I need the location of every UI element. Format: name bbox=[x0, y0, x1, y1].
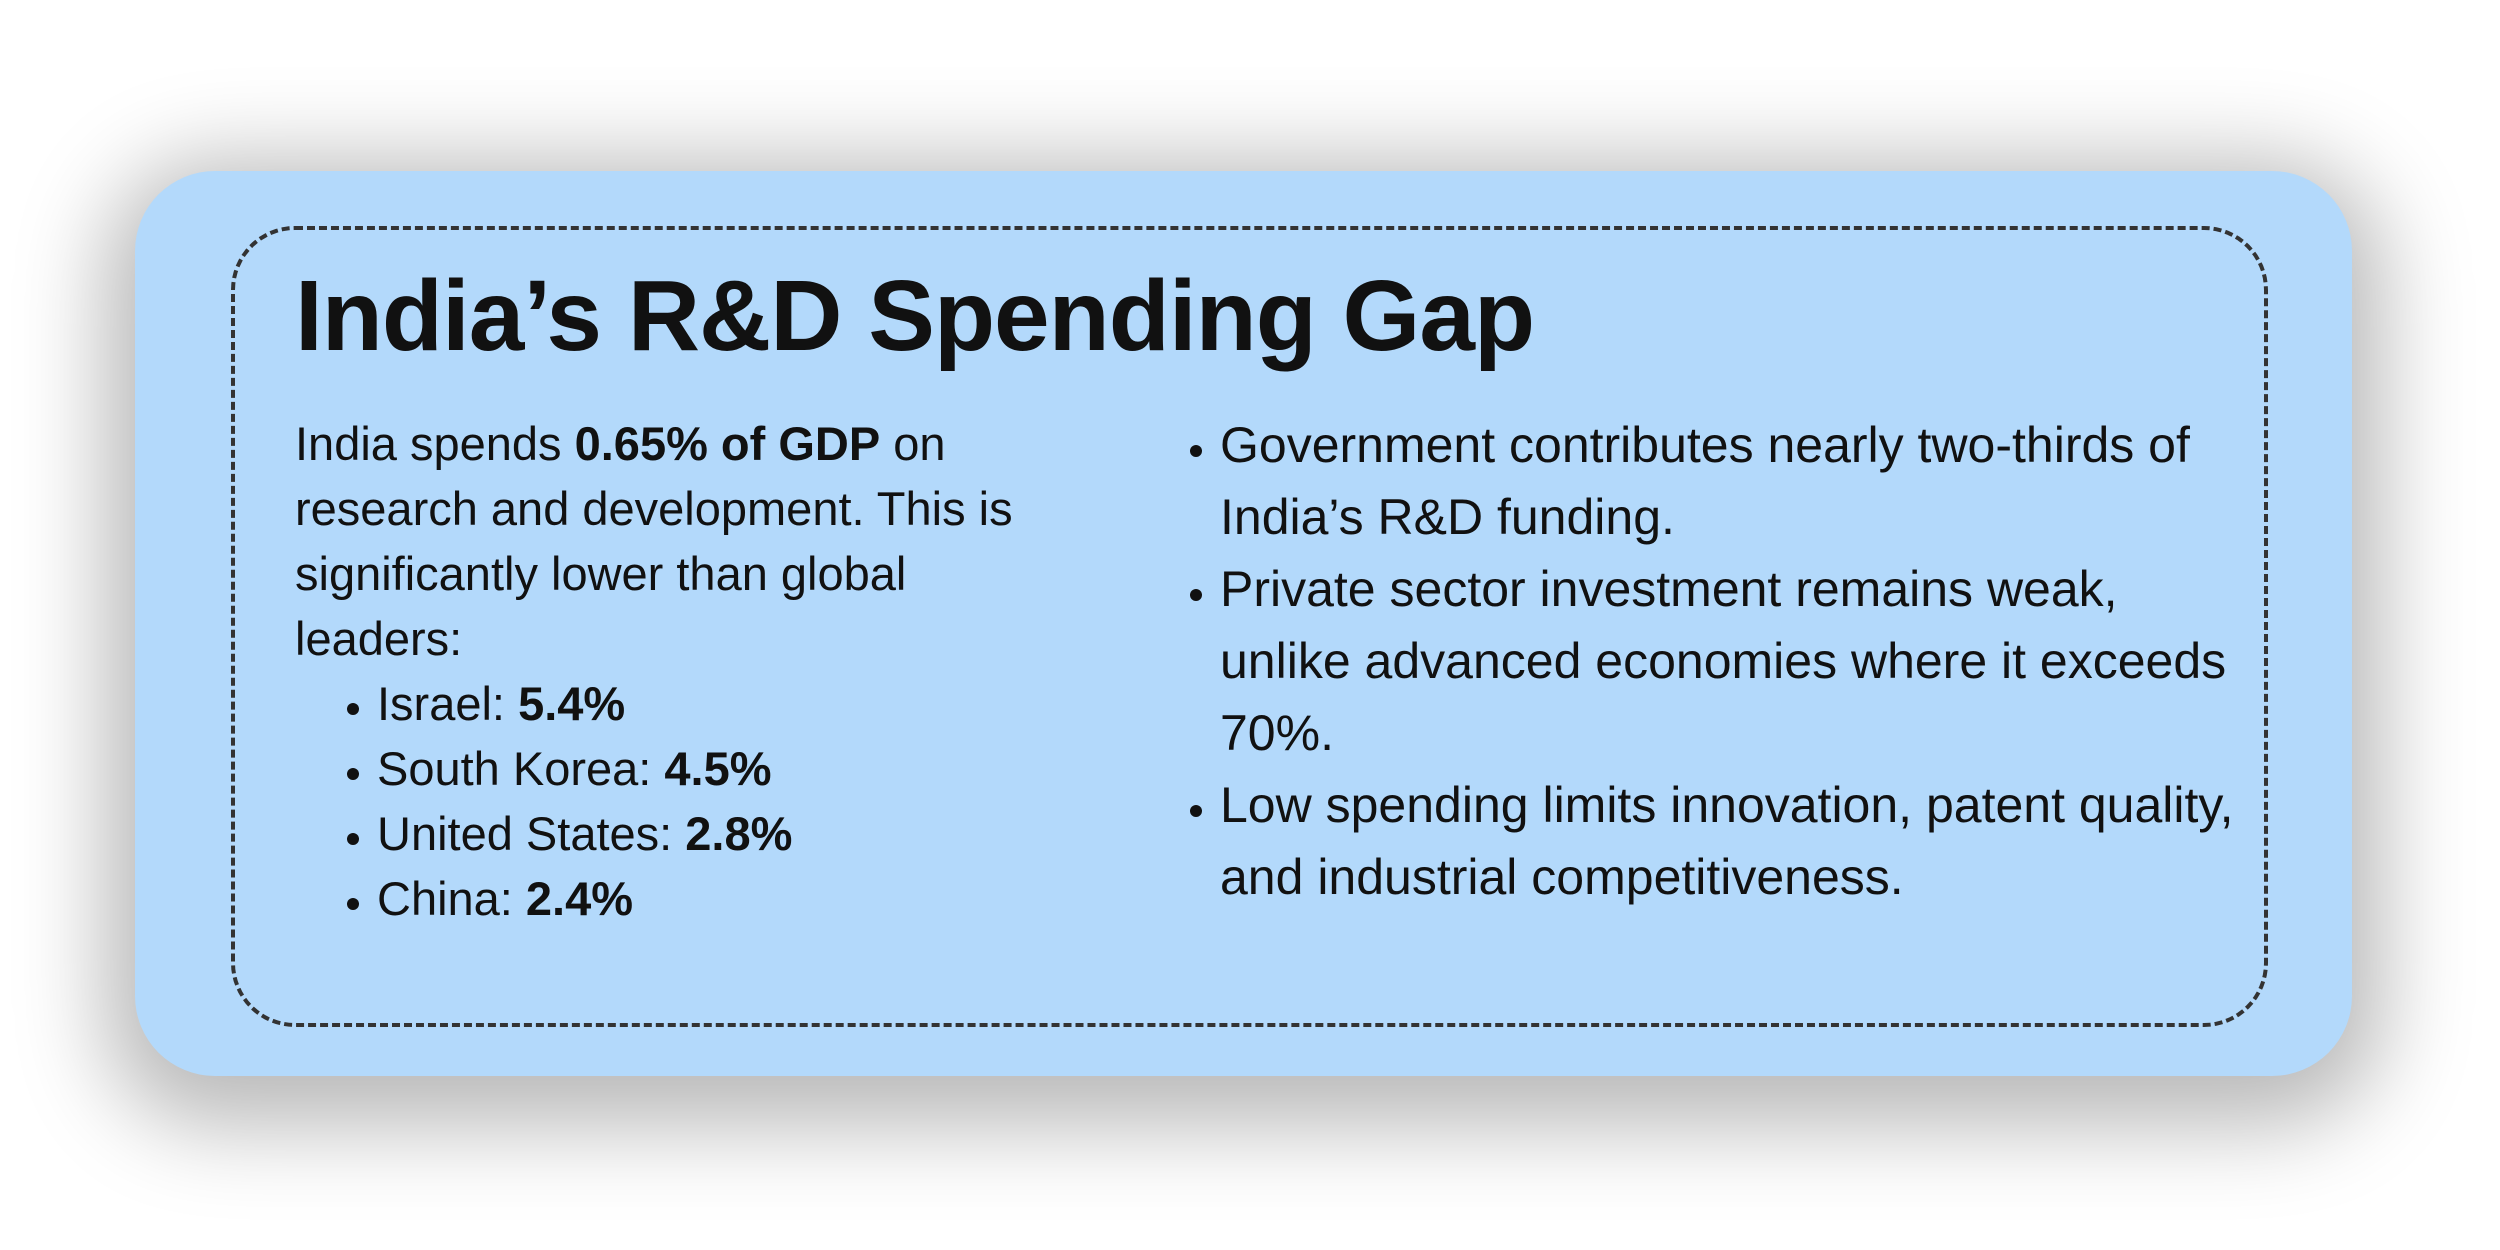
country: China: bbox=[377, 872, 513, 925]
point-item: Private sector investment remains weak, … bbox=[1220, 553, 2240, 769]
dashed-border bbox=[231, 226, 2268, 1027]
leader-item: South Korea: 4.5% bbox=[377, 736, 1025, 801]
leader-item: Israel: 5.4% bbox=[377, 671, 1025, 736]
info-card: India’s R&D Spending Gap India spends 0.… bbox=[135, 171, 2352, 1076]
country: United States: bbox=[377, 807, 673, 860]
intro: India spends 0.65% of GDP on research an… bbox=[295, 411, 1025, 671]
share-value: 4.5% bbox=[664, 742, 772, 795]
intro-emphasis: 0.65% of GDP bbox=[574, 417, 881, 470]
leader-item: United States: 2.8% bbox=[377, 801, 1025, 866]
left-column: India spends 0.65% of GDP on research an… bbox=[295, 411, 1025, 931]
leader-list: Israel: 5.4%South Korea: 4.5%United Stat… bbox=[295, 671, 1025, 931]
point-item: Government contributes nearly two-thirds… bbox=[1220, 409, 2240, 553]
share-value: 5.4% bbox=[518, 677, 626, 730]
country: South Korea: bbox=[377, 742, 652, 795]
point-item: Low spending limits innovation, patent q… bbox=[1220, 769, 2240, 913]
country: Israel: bbox=[377, 677, 505, 730]
intro-text: on research and development. This is sig… bbox=[295, 417, 1013, 665]
intro-text: India spends bbox=[295, 417, 562, 470]
leader-item: China: 2.4% bbox=[377, 866, 1025, 931]
share-value: 2.8% bbox=[685, 807, 793, 860]
point-list: Government contributes nearly two-thirds… bbox=[1172, 409, 2240, 913]
title: India’s R&D Spending Gap bbox=[295, 260, 1535, 372]
share-value: 2.4% bbox=[525, 872, 634, 925]
